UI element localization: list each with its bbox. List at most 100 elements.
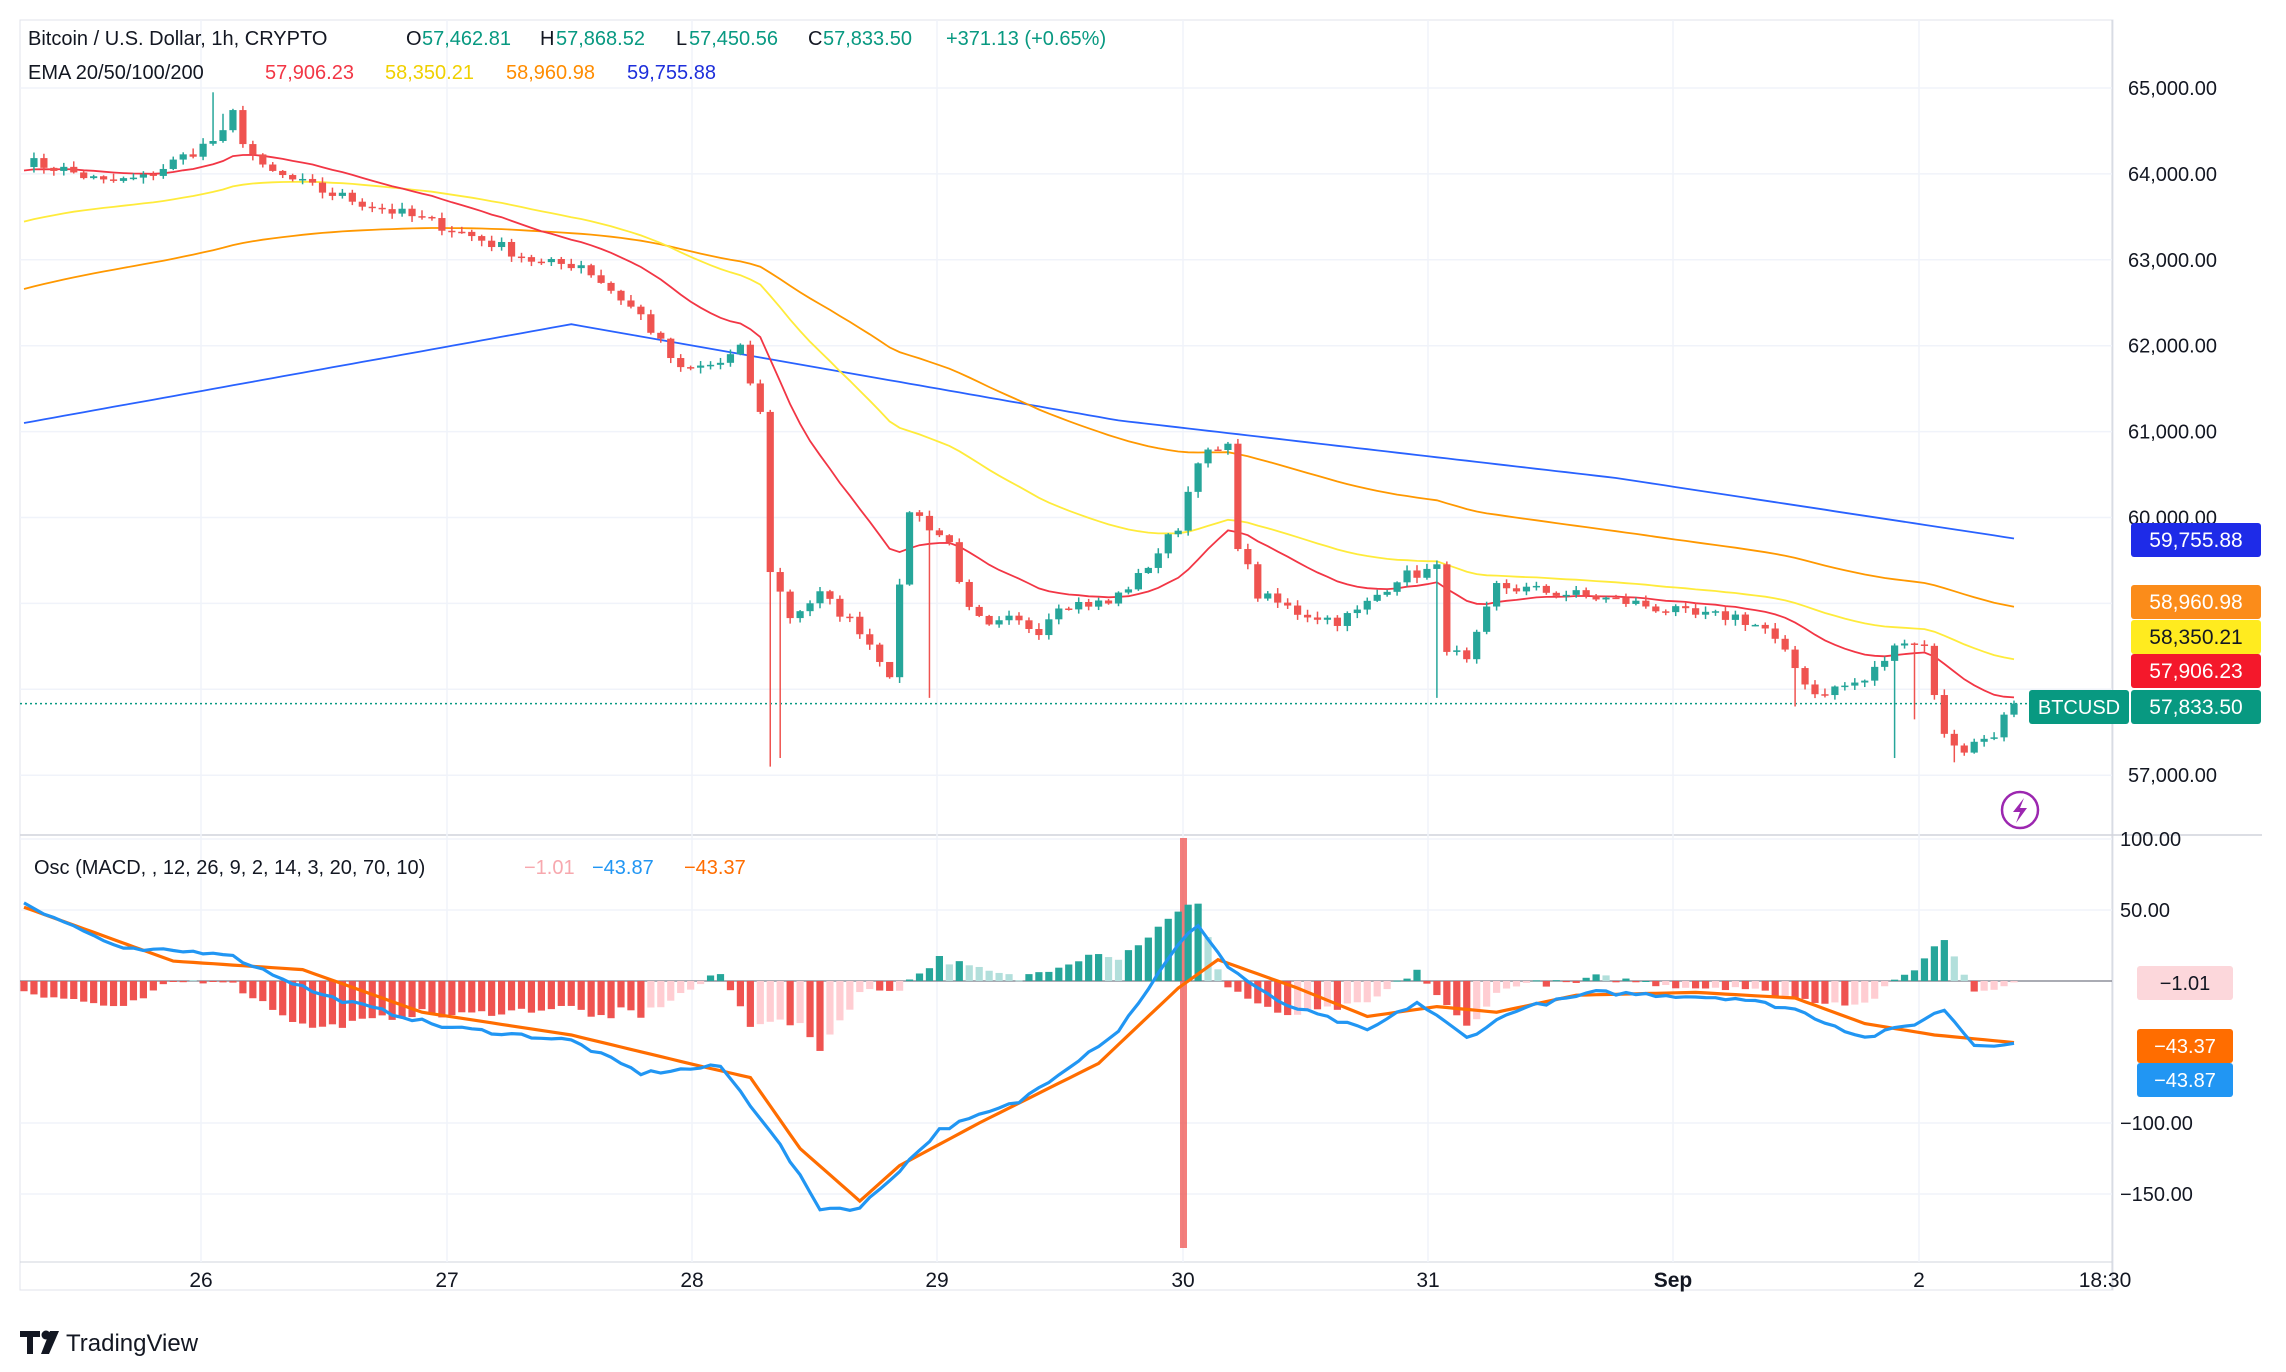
candle-body — [1284, 602, 1292, 606]
candle-body — [1642, 600, 1650, 607]
candle-body — [1572, 590, 1580, 595]
price-change: +371.13 (+0.65%) — [946, 28, 1106, 50]
candle-body — [219, 130, 227, 141]
candle-body — [647, 314, 655, 333]
histogram-bar — [30, 981, 38, 995]
candle-body — [776, 572, 784, 592]
candle-body — [1801, 668, 1809, 685]
candle-body — [1891, 645, 1899, 661]
histogram-bar — [1224, 981, 1232, 988]
oscillator-legend-label: Osc (MACD, , 12, 26, 9, 2, 14, 3, 20, 70… — [34, 857, 425, 879]
candle-body — [1224, 443, 1232, 450]
candle-body — [1085, 601, 1093, 607]
candle-body — [1990, 737, 1998, 739]
histogram-bar — [1881, 981, 1889, 987]
histogram-bar — [129, 981, 138, 1001]
candle-body — [607, 282, 615, 291]
candle-body — [308, 178, 317, 183]
histogram-bar — [1572, 981, 1580, 983]
candle-body — [1980, 738, 1988, 742]
candle-body — [239, 110, 247, 145]
histogram-bar — [1473, 981, 1481, 1020]
candle-body — [348, 192, 356, 202]
osc-tick-label: −150.00 — [2120, 1184, 2193, 1206]
candle-body — [816, 591, 824, 604]
osc-tick-label: 50.00 — [2120, 900, 2170, 922]
candle-body — [557, 258, 565, 264]
ema50-legend-value: 58,350.21 — [385, 62, 474, 84]
candle-body — [1104, 600, 1113, 604]
candle-body — [796, 611, 804, 619]
candle-body — [886, 661, 894, 678]
alert-lightning-icon[interactable] — [2000, 790, 2040, 830]
candle-body — [1771, 628, 1779, 639]
candle-body — [507, 241, 516, 257]
histogram-bar — [1294, 981, 1302, 1015]
histogram-bar — [139, 981, 147, 999]
candle-body — [1264, 593, 1272, 599]
candle-body — [1045, 619, 1053, 636]
histogram-bar — [985, 970, 993, 981]
candle-body — [1343, 613, 1351, 626]
candle-body — [398, 208, 406, 214]
histogram-bar — [716, 974, 725, 981]
histogram-bar — [756, 981, 764, 1025]
candle-body — [100, 176, 108, 180]
candle-body — [1662, 611, 1670, 613]
histogram-bar — [706, 975, 715, 981]
histogram-bar — [1055, 967, 1063, 981]
price-tick-label: 63,000.00 — [2128, 250, 2217, 272]
histogram-bar — [408, 981, 416, 1018]
histogram-bar — [1642, 980, 1650, 982]
candle-body — [1363, 600, 1371, 610]
histogram-bar — [1502, 981, 1511, 989]
histogram-bar — [328, 981, 337, 1025]
histogram-bar — [1592, 974, 1600, 981]
candle-body — [806, 603, 814, 612]
histogram-bar — [507, 981, 516, 1011]
histogram-bar — [746, 981, 754, 1027]
histogram-bar — [189, 980, 197, 982]
candle-body — [1403, 570, 1411, 583]
candle-body — [697, 365, 705, 368]
tradingview-logo[interactable]: TradingView — [20, 1330, 199, 1357]
svg-text:58,960.98: 58,960.98 — [2149, 591, 2242, 614]
candle-body — [1174, 530, 1182, 535]
histogram-bar — [438, 981, 446, 1018]
histogram-bar — [1114, 959, 1123, 981]
histogram-bar — [70, 981, 78, 1000]
histogram-bar — [1303, 981, 1312, 1010]
histogram-bar — [60, 981, 68, 999]
candle-body — [388, 209, 396, 214]
symbol-title: Bitcoin / U.S. Dollar, 1h, CRYPTO — [28, 28, 327, 50]
histogram-bar — [527, 981, 536, 1013]
histogram-bar — [1085, 954, 1093, 981]
candle-body — [1134, 573, 1142, 590]
candle-body — [428, 216, 436, 219]
candle-body — [756, 383, 764, 412]
histogram-bar — [448, 981, 456, 1016]
histogram-bar — [627, 981, 635, 1011]
ohlc-low-label: L — [676, 28, 687, 50]
candle-body — [1214, 449, 1222, 452]
histogram-bar — [1144, 937, 1152, 981]
histogram-bar — [1095, 954, 1103, 981]
histogram-bar — [478, 981, 486, 1012]
candle-body — [159, 168, 167, 176]
candle-body — [846, 616, 854, 619]
candle-body — [40, 158, 48, 168]
candle-body — [1612, 597, 1620, 600]
histogram-bar — [1910, 970, 1919, 981]
histogram-bar — [149, 981, 157, 991]
osc-tick-label: 100.00 — [2120, 829, 2181, 851]
candle-body — [1910, 643, 1919, 645]
histogram-bar — [726, 981, 735, 991]
candle-body — [299, 178, 307, 181]
candle-body — [1791, 649, 1799, 669]
histogram-bar — [816, 981, 824, 1051]
candle-body — [199, 143, 207, 157]
histogram-bar — [896, 981, 904, 991]
histogram-bar — [50, 981, 58, 998]
osc-tick-label: −100.00 — [2120, 1113, 2193, 1135]
